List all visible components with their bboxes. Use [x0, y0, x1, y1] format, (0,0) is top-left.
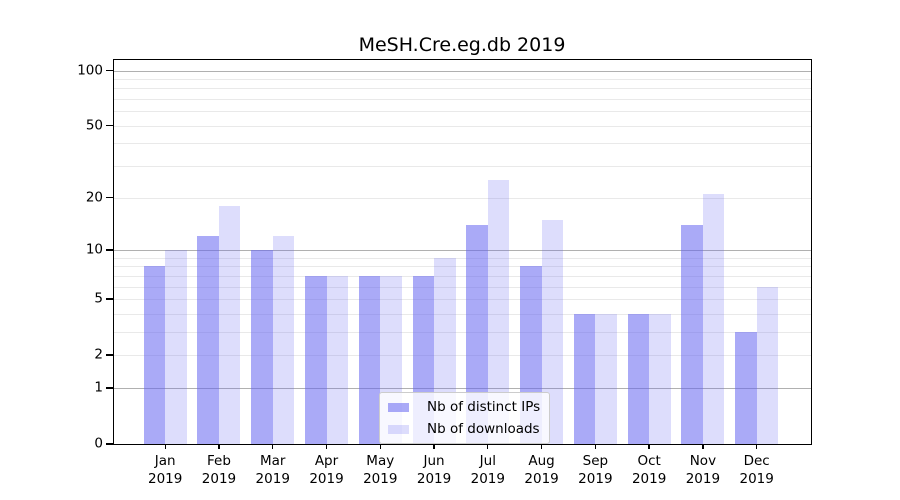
grid-line-minor — [114, 88, 811, 90]
grid-line-minor — [114, 266, 811, 268]
grid-line-minor — [114, 331, 811, 333]
y-tick-label: 2 — [94, 346, 103, 363]
x-tick-label: Jul 2019 — [470, 453, 505, 487]
legend-swatch-downloads — [388, 424, 409, 434]
x-tick-mark — [325, 444, 328, 449]
y-tick-label: 5 — [94, 290, 103, 307]
grid-line-minor — [114, 111, 811, 113]
x-tick-mark — [756, 444, 758, 449]
x-tick-mark — [540, 444, 543, 449]
bar-distinct-ips — [627, 313, 650, 444]
x-tick-label: Oct 2019 — [631, 453, 667, 487]
bar-downloads — [649, 313, 671, 444]
x-tick-mark — [648, 444, 650, 449]
y-tick-label: 100 — [77, 61, 103, 78]
y-tick-label: 1 — [94, 379, 103, 396]
grid-line-minor — [114, 143, 811, 145]
x-tick-label: Aug 2019 — [524, 453, 559, 487]
y-tick-mark — [105, 354, 113, 356]
bar-distinct-ips — [735, 331, 757, 444]
y-tick-mark — [105, 249, 113, 251]
grid-line-minor — [114, 99, 811, 101]
chart-title: MeSH.Cre.eg.db 2019 — [358, 34, 566, 56]
grid-line-minor — [114, 197, 811, 199]
x-tick-mark — [164, 444, 166, 449]
bar-downloads — [165, 249, 187, 444]
grid-line-major — [114, 249, 811, 251]
grid-line-minor — [114, 298, 811, 300]
bar-downloads — [541, 219, 564, 444]
grid-line-minor — [114, 166, 811, 168]
bar-distinct-ips — [251, 249, 273, 444]
x-tick-label: Jun 2019 — [416, 453, 452, 487]
x-tick-label: Dec 2019 — [739, 453, 774, 487]
bar-downloads — [218, 205, 241, 444]
y-tick-label: 0 — [94, 435, 103, 452]
x-tick-mark — [379, 444, 381, 449]
x-tick-label: Mar 2019 — [255, 453, 290, 487]
bar-downloads — [272, 236, 295, 444]
grid-line-minor — [114, 257, 811, 259]
x-tick-mark — [702, 444, 704, 449]
y-tick-mark — [105, 387, 113, 389]
y-tick-mark — [105, 196, 113, 199]
x-tick-mark — [594, 444, 596, 449]
x-tick-label: Nov 2019 — [685, 453, 721, 487]
bar-distinct-ips — [143, 266, 166, 444]
grid-line-minor — [114, 275, 811, 277]
bar-distinct-ips — [358, 275, 381, 444]
grid-line-minor — [114, 78, 811, 80]
x-tick-mark — [218, 444, 220, 449]
x-tick-label: Jan 2019 — [148, 453, 183, 487]
grid-line-minor — [114, 313, 811, 315]
bar-downloads — [326, 275, 348, 444]
grid-line-major — [114, 70, 811, 72]
bar-distinct-ips — [197, 236, 219, 444]
bar-distinct-ips — [466, 224, 488, 444]
grid-line-minor — [114, 355, 811, 357]
y-tick-mark — [105, 125, 113, 127]
grid-line-minor — [114, 286, 811, 288]
grid-line-minor — [114, 125, 811, 127]
bar-downloads — [702, 193, 725, 444]
legend-entry-distinct-ips: Nb of distinct IPs — [388, 399, 540, 415]
x-tick-label: Feb 2019 — [201, 453, 237, 487]
y-tick-label: 20 — [85, 188, 103, 205]
x-tick-mark — [433, 444, 435, 449]
x-tick-label: Apr 2019 — [309, 453, 344, 487]
y-tick-mark — [105, 443, 113, 445]
x-tick-mark — [272, 444, 274, 449]
legend: Nb of distinct IPs Nb of downloads — [379, 392, 551, 445]
bar-downloads — [756, 286, 779, 444]
x-tick-label: Sep 2019 — [578, 453, 613, 487]
legend-label-distinct-ips: Nb of distinct IPs — [427, 399, 541, 415]
grid-line-major — [114, 387, 811, 389]
y-tick-label: 10 — [85, 241, 103, 258]
y-tick-label: 50 — [85, 117, 103, 134]
bar-distinct-ips — [681, 224, 703, 444]
y-tick-mark — [105, 69, 113, 72]
plot-area: Nb of distinct IPs Nb of downloads 0 1 2 5 1… — [77, 59, 812, 487]
y-tick-mark — [105, 298, 113, 300]
x-tick-label: May 2019 — [363, 453, 398, 487]
legend-swatch-distinct-ips — [388, 402, 409, 412]
bar-distinct-ips — [305, 275, 327, 444]
bar-downloads — [595, 313, 617, 444]
bar-distinct-ips — [573, 313, 596, 444]
legend-label-downloads: Nb of downloads — [427, 421, 540, 438]
legend-entry-downloads: Nb of downloads — [388, 421, 540, 437]
x-tick-mark — [487, 444, 489, 449]
bar-downloads — [487, 180, 510, 444]
